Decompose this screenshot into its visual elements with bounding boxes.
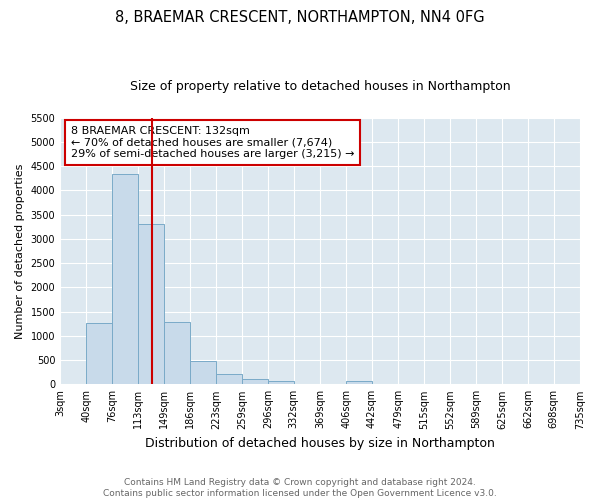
Text: Contains HM Land Registry data © Crown copyright and database right 2024.
Contai: Contains HM Land Registry data © Crown c… — [103, 478, 497, 498]
Text: 8, BRAEMAR CRESCENT, NORTHAMPTON, NN4 0FG: 8, BRAEMAR CRESCENT, NORTHAMPTON, NN4 0F… — [115, 10, 485, 25]
Bar — [217, 374, 242, 384]
Bar — [112, 174, 138, 384]
Bar — [138, 224, 164, 384]
Bar — [190, 361, 217, 384]
Bar — [86, 323, 112, 384]
Text: 8 BRAEMAR CRESCENT: 132sqm
← 70% of detached houses are smaller (7,674)
29% of s: 8 BRAEMAR CRESCENT: 132sqm ← 70% of deta… — [71, 126, 354, 159]
Bar — [242, 380, 268, 384]
Bar — [346, 382, 372, 384]
X-axis label: Distribution of detached houses by size in Northampton: Distribution of detached houses by size … — [145, 437, 495, 450]
Title: Size of property relative to detached houses in Northampton: Size of property relative to detached ho… — [130, 80, 511, 93]
Y-axis label: Number of detached properties: Number of detached properties — [15, 164, 25, 338]
Bar — [164, 322, 190, 384]
Bar — [268, 382, 294, 384]
